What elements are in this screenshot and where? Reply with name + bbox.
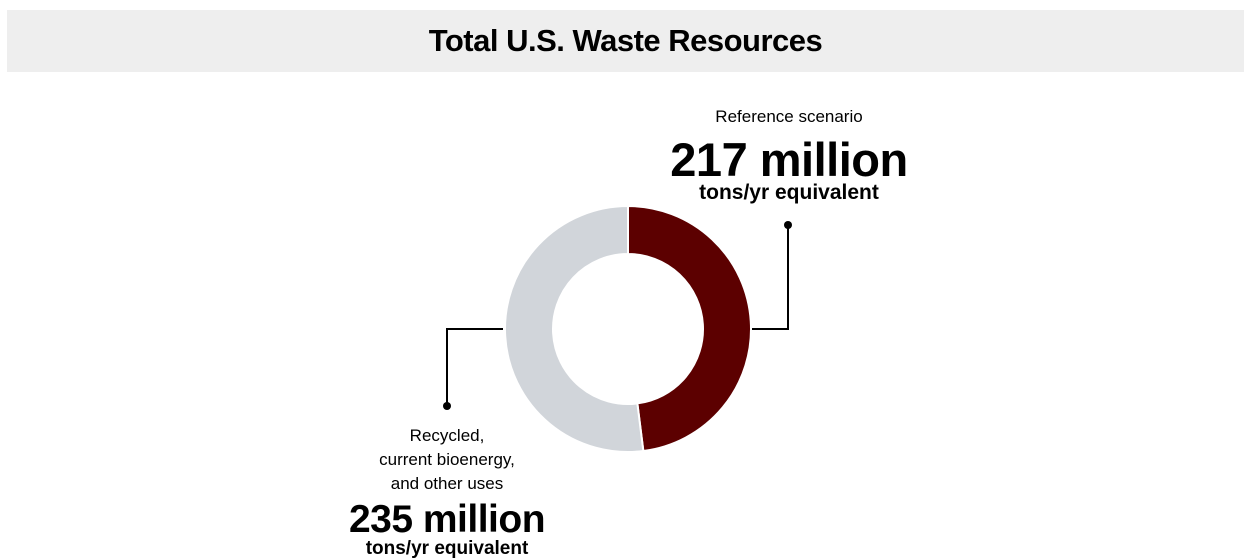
leader-line [446, 328, 503, 406]
value-label: 235 million [348, 498, 546, 541]
category-label: Reference scenario [715, 107, 863, 126]
value-label: 217 million [670, 133, 908, 186]
unit-label: tons/yr equivalent [365, 538, 529, 559]
title-band: Total U.S. Waste Resources [7, 10, 1244, 72]
leader-dot [443, 402, 451, 410]
donut-segment [504, 204, 645, 453]
leader-line [752, 225, 789, 330]
donut-segment [627, 204, 752, 453]
chart-title: Total U.S. Waste Resources [428, 23, 823, 58]
leader-dot [784, 221, 792, 229]
category-label: Recycled, current bioenergy, and other u… [379, 426, 515, 493]
unit-label: tons/yr equivalent [699, 181, 879, 204]
